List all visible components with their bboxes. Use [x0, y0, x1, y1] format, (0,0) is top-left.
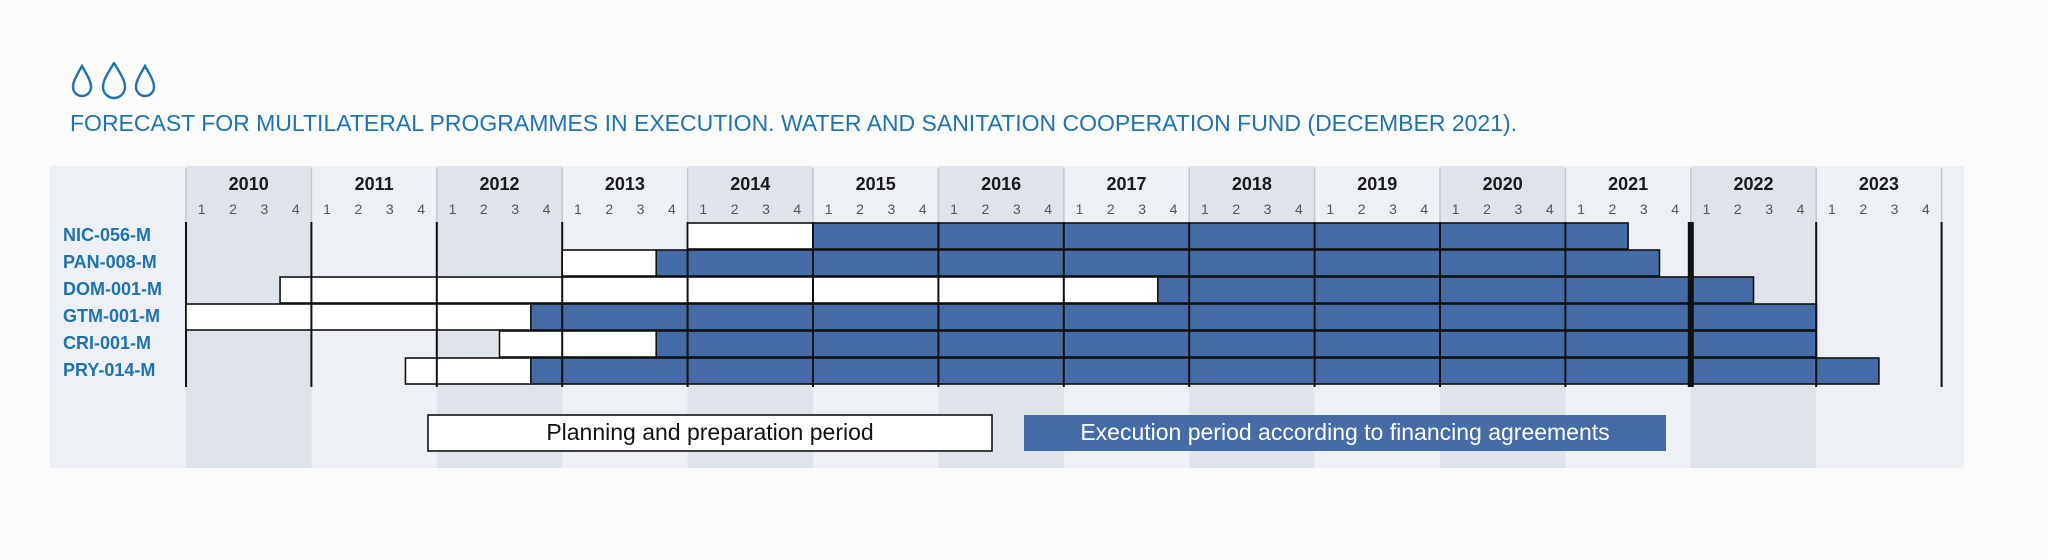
- execution-bar: [655, 330, 1817, 358]
- chart-title: FORECAST FOR MULTILATERAL PROGRAMMES IN …: [70, 110, 1518, 136]
- quarter-label: 2: [1358, 201, 1366, 217]
- planning-bar: [279, 276, 1159, 304]
- execution-bar: [1157, 276, 1755, 304]
- quarter-label: 1: [1828, 201, 1836, 217]
- quarter-label: 4: [417, 201, 425, 217]
- quarter-label: 3: [1389, 201, 1397, 217]
- quarter-label: 2: [355, 201, 363, 217]
- quarter-label: 1: [1577, 201, 1585, 217]
- programme-label: PRY-014-M: [63, 360, 155, 380]
- quarter-label: 3: [1891, 201, 1899, 217]
- quarter-label: 2: [856, 201, 864, 217]
- programme-label: DOM-001-M: [63, 279, 162, 299]
- execution-bar: [530, 357, 1880, 385]
- quarter-label: 2: [480, 201, 488, 217]
- quarter-label: 4: [1170, 201, 1178, 217]
- quarter-label: 2: [1859, 201, 1867, 217]
- quarter-label: 2: [1609, 201, 1617, 217]
- planning-bar: [498, 330, 658, 358]
- year-label: 2015: [856, 174, 896, 194]
- year-label: 2016: [981, 174, 1021, 194]
- quarter-label: 2: [1483, 201, 1491, 217]
- quarter-label: 4: [1044, 201, 1052, 217]
- quarter-label: 3: [511, 201, 519, 217]
- quarter-label: 1: [449, 201, 457, 217]
- quarter-label: 4: [1546, 201, 1554, 217]
- programme-label: GTM-001-M: [63, 306, 160, 326]
- quarter-label: 1: [323, 201, 331, 217]
- programme-label: PAN-008-M: [63, 252, 157, 272]
- quarter-label: 4: [292, 201, 300, 217]
- year-label: 2018: [1232, 174, 1272, 194]
- year-label: 2011: [355, 174, 394, 194]
- year-label: 2013: [605, 174, 645, 194]
- quarter-label: 1: [699, 201, 707, 217]
- quarter-label: 1: [825, 201, 833, 217]
- year-label: 2014: [730, 174, 770, 194]
- quarter-label: 4: [1295, 201, 1303, 217]
- quarter-label: 4: [793, 201, 801, 217]
- year-label: 2022: [1733, 174, 1773, 194]
- quarter-label: 2: [1107, 201, 1115, 217]
- quarter-label: 1: [198, 201, 206, 217]
- legend-planning-label: Planning and preparation period: [546, 419, 873, 445]
- planning-bar: [561, 249, 658, 277]
- execution-bar: [655, 249, 1661, 277]
- quarter-label: 3: [637, 201, 645, 217]
- quarter-label: 1: [1703, 201, 1711, 217]
- quarter-label: 3: [1514, 201, 1522, 217]
- quarter-label: 3: [887, 201, 895, 217]
- quarter-label: 3: [1640, 201, 1648, 217]
- year-label: 2012: [479, 174, 519, 194]
- quarter-label: 3: [1138, 201, 1146, 217]
- legend-execution-swatch: [1024, 415, 1666, 451]
- quarter-label: 4: [668, 201, 676, 217]
- quarter-label: 2: [731, 201, 739, 217]
- quarter-label: 1: [1201, 201, 1209, 217]
- execution-bar: [812, 222, 1629, 250]
- quarter-label: 4: [1420, 201, 1428, 217]
- quarter-label: 2: [1734, 201, 1742, 217]
- year-label: 2020: [1483, 174, 1523, 194]
- quarter-label: 2: [982, 201, 990, 217]
- quarter-label: 4: [919, 201, 927, 217]
- planning-bar: [686, 222, 814, 250]
- quarter-label: 2: [1232, 201, 1240, 217]
- year-label: 2019: [1357, 174, 1397, 194]
- quarter-label: 4: [1797, 201, 1805, 217]
- quarter-label: 3: [260, 201, 268, 217]
- quarter-label: 3: [386, 201, 394, 217]
- programme-label: NIC-056-M: [63, 225, 151, 245]
- legend-planning-swatch: [427, 414, 993, 452]
- quarter-label: 3: [1264, 201, 1272, 217]
- year-label: 2010: [229, 174, 269, 194]
- planning-bar: [185, 303, 532, 331]
- quarter-label: 3: [762, 201, 770, 217]
- year-label: 2021: [1608, 174, 1648, 194]
- year-label: 2023: [1859, 174, 1899, 194]
- quarter-label: 4: [543, 201, 551, 217]
- current-date-marker: [1687, 222, 1694, 387]
- quarter-label: 2: [605, 201, 613, 217]
- quarter-label: 1: [574, 201, 582, 217]
- planning-bar: [404, 357, 532, 385]
- quarter-label: 4: [1671, 201, 1679, 217]
- quarter-label: 1: [1326, 201, 1334, 217]
- quarter-label: 4: [1922, 201, 1930, 217]
- legend-execution-label: Execution period according to financing …: [1080, 419, 1609, 445]
- execution-bar: [530, 303, 1817, 331]
- quarter-label: 1: [1452, 201, 1460, 217]
- quarter-label: 3: [1765, 201, 1773, 217]
- water-drops-icon: [71, 62, 156, 100]
- quarter-label: 1: [1076, 201, 1084, 217]
- quarter-label: 1: [950, 201, 958, 217]
- programme-label: CRI-001-M: [63, 333, 151, 353]
- quarter-label: 2: [229, 201, 237, 217]
- quarter-label: 3: [1013, 201, 1021, 217]
- year-label: 2017: [1106, 174, 1146, 194]
